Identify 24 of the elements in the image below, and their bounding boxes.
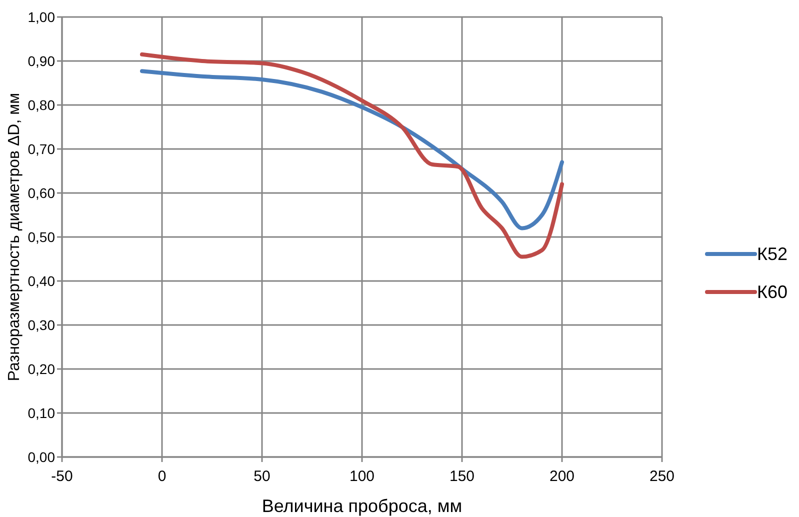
y-tick-label: 0,10 bbox=[28, 405, 56, 421]
y-tick-label: 0,60 bbox=[28, 185, 56, 201]
y-tick-label: 0,20 bbox=[28, 361, 56, 377]
x-tick-label: 150 bbox=[449, 468, 475, 485]
x-axis-title: Величина проброса, мм bbox=[262, 496, 462, 516]
x-tick-label: 0 bbox=[158, 468, 166, 485]
y-tick-label: 0,90 bbox=[28, 53, 56, 69]
legend-label: К52 bbox=[757, 244, 788, 264]
x-tick-label: -50 bbox=[51, 468, 73, 485]
legend-label: К60 bbox=[757, 282, 788, 302]
x-tick-label: 100 bbox=[349, 468, 375, 485]
x-tick-label: 200 bbox=[549, 468, 575, 485]
y-tick-label: 0,00 bbox=[28, 449, 56, 465]
y-tick-label: 0,30 bbox=[28, 317, 56, 333]
y-axis-title: Разноразмертность диаметров ΔD, мм bbox=[6, 92, 23, 382]
x-tick-label: 50 bbox=[254, 468, 270, 485]
y-tick-label: 0,50 bbox=[28, 229, 56, 245]
y-tick-label: 1,00 bbox=[28, 9, 56, 25]
x-tick-label: 250 bbox=[649, 468, 675, 485]
line-series bbox=[140, 52, 564, 259]
y-tick-label: 0,80 bbox=[28, 97, 56, 113]
line-series bbox=[140, 69, 564, 230]
y-tick-label: 0,40 bbox=[28, 273, 56, 289]
y-tick-label: 0,70 bbox=[28, 141, 56, 157]
